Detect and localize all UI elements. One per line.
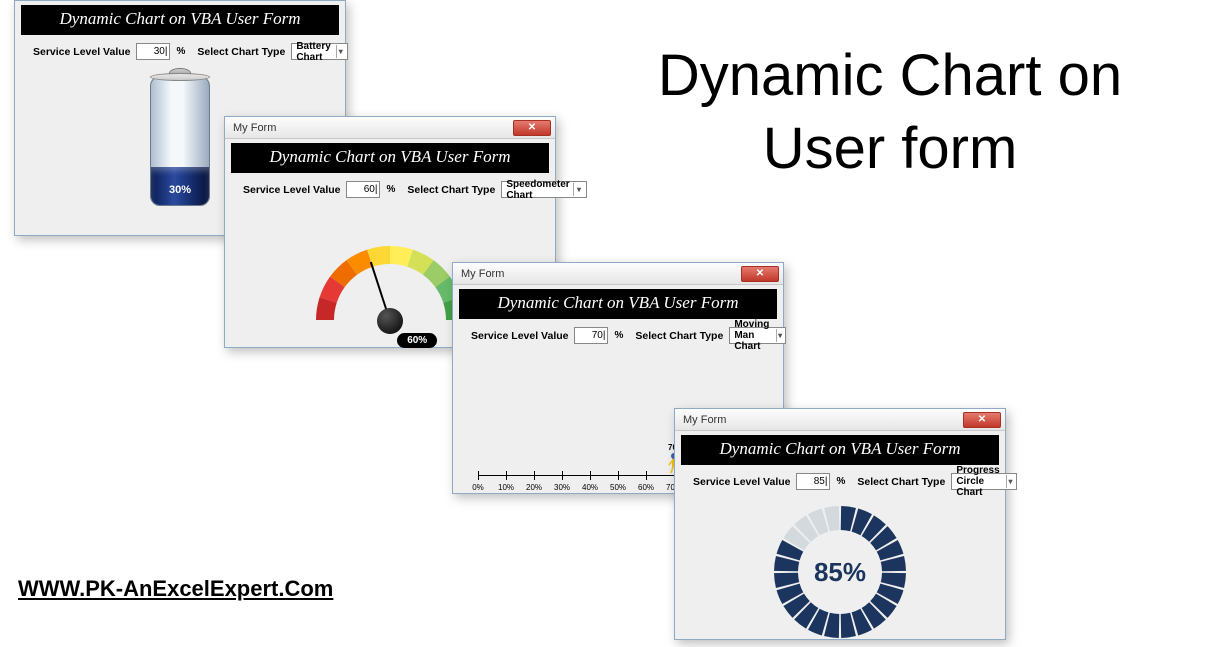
window-title: My Form	[683, 414, 726, 426]
scale-tick-label: 30%	[554, 483, 570, 492]
chevron-down-icon: ▾	[336, 45, 345, 58]
scale-tick-label: 10%	[498, 483, 514, 492]
service-level-input[interactable]	[796, 473, 830, 490]
scale-tick-label: 0%	[472, 483, 484, 492]
close-icon: ✕	[756, 268, 764, 279]
scale-tick-label: 40%	[582, 483, 598, 492]
chart-type-select[interactable]: Battery Chart ▾	[291, 43, 347, 60]
window-titlebar: My Form ✕	[453, 263, 783, 285]
form-banner: Dynamic Chart on VBA User Form	[231, 143, 549, 173]
scale-tick-label: 50%	[610, 483, 626, 492]
chevron-down-icon: ▾	[573, 183, 583, 196]
percent-label: %	[176, 46, 185, 57]
percent-label: %	[836, 476, 845, 487]
battery-value-label: 30%	[150, 184, 210, 196]
select-chart-label: Select Chart Type	[857, 476, 945, 488]
service-level-input[interactable]	[574, 327, 608, 344]
controls-row: Service Level Value % Select Chart Type …	[225, 179, 555, 202]
service-level-label: Service Level Value	[33, 46, 130, 58]
select-chart-label: Select Chart Type	[407, 184, 495, 196]
select-chart-label: Select Chart Type	[635, 330, 723, 342]
window-titlebar: My Form ✕	[675, 409, 1005, 431]
service-level-label: Service Level Value	[471, 330, 568, 342]
scale-tick-label: 60%	[638, 483, 654, 492]
controls-row: Service Level Value % Select Chart Type …	[675, 471, 1005, 494]
controls-row: Service Level Value % Select Chart Type …	[453, 325, 783, 348]
select-chart-label: Select Chart Type	[197, 46, 285, 58]
progress-circle-chart: 85%	[675, 494, 1005, 644]
close-icon: ✕	[528, 122, 536, 133]
close-button[interactable]: ✕	[963, 412, 1001, 428]
form-banner: Dynamic Chart on VBA User Form	[459, 289, 777, 319]
window-title: My Form	[461, 268, 504, 280]
chart-type-select[interactable]: Speedometer Chart ▾	[501, 181, 586, 198]
close-button[interactable]: ✕	[513, 120, 551, 136]
chart-type-select[interactable]: Progress Circle Chart ▾	[951, 473, 1016, 490]
chart-type-value: Speedometer Chart	[506, 179, 573, 201]
service-level-input[interactable]	[346, 181, 380, 198]
chart-type-select[interactable]: Moving Man Chart ▾	[729, 327, 786, 344]
percent-label: %	[386, 184, 395, 195]
form-window-progress: My Form ✕ Dynamic Chart on VBA User Form…	[674, 408, 1006, 640]
close-button[interactable]: ✕	[741, 266, 779, 282]
window-title: My Form	[233, 122, 276, 134]
form-banner: Dynamic Chart on VBA User Form	[21, 5, 339, 35]
chart-type-value: Battery Chart	[296, 41, 335, 63]
chevron-down-icon: ▾	[776, 329, 783, 342]
close-icon: ✕	[978, 414, 986, 425]
service-level-label: Service Level Value	[693, 476, 790, 488]
service-level-label: Service Level Value	[243, 184, 340, 196]
progress-value-label: 85%	[770, 502, 910, 642]
scale-tick-label: 20%	[526, 483, 542, 492]
form-banner: Dynamic Chart on VBA User Form	[681, 435, 999, 465]
chevron-down-icon: ▾	[1006, 475, 1013, 488]
window-titlebar: My Form ✕	[225, 117, 555, 139]
footer-url: WWW.PK-AnExcelExpert.Com	[18, 576, 333, 602]
battery-icon: 30%	[150, 76, 210, 206]
gauge-value-label: 60%	[397, 333, 437, 348]
service-level-input[interactable]	[136, 43, 170, 60]
controls-row: Service Level Value % Select Chart Type …	[15, 41, 345, 64]
percent-label: %	[614, 330, 623, 341]
page-title: Dynamic Chart on User form	[600, 40, 1180, 185]
